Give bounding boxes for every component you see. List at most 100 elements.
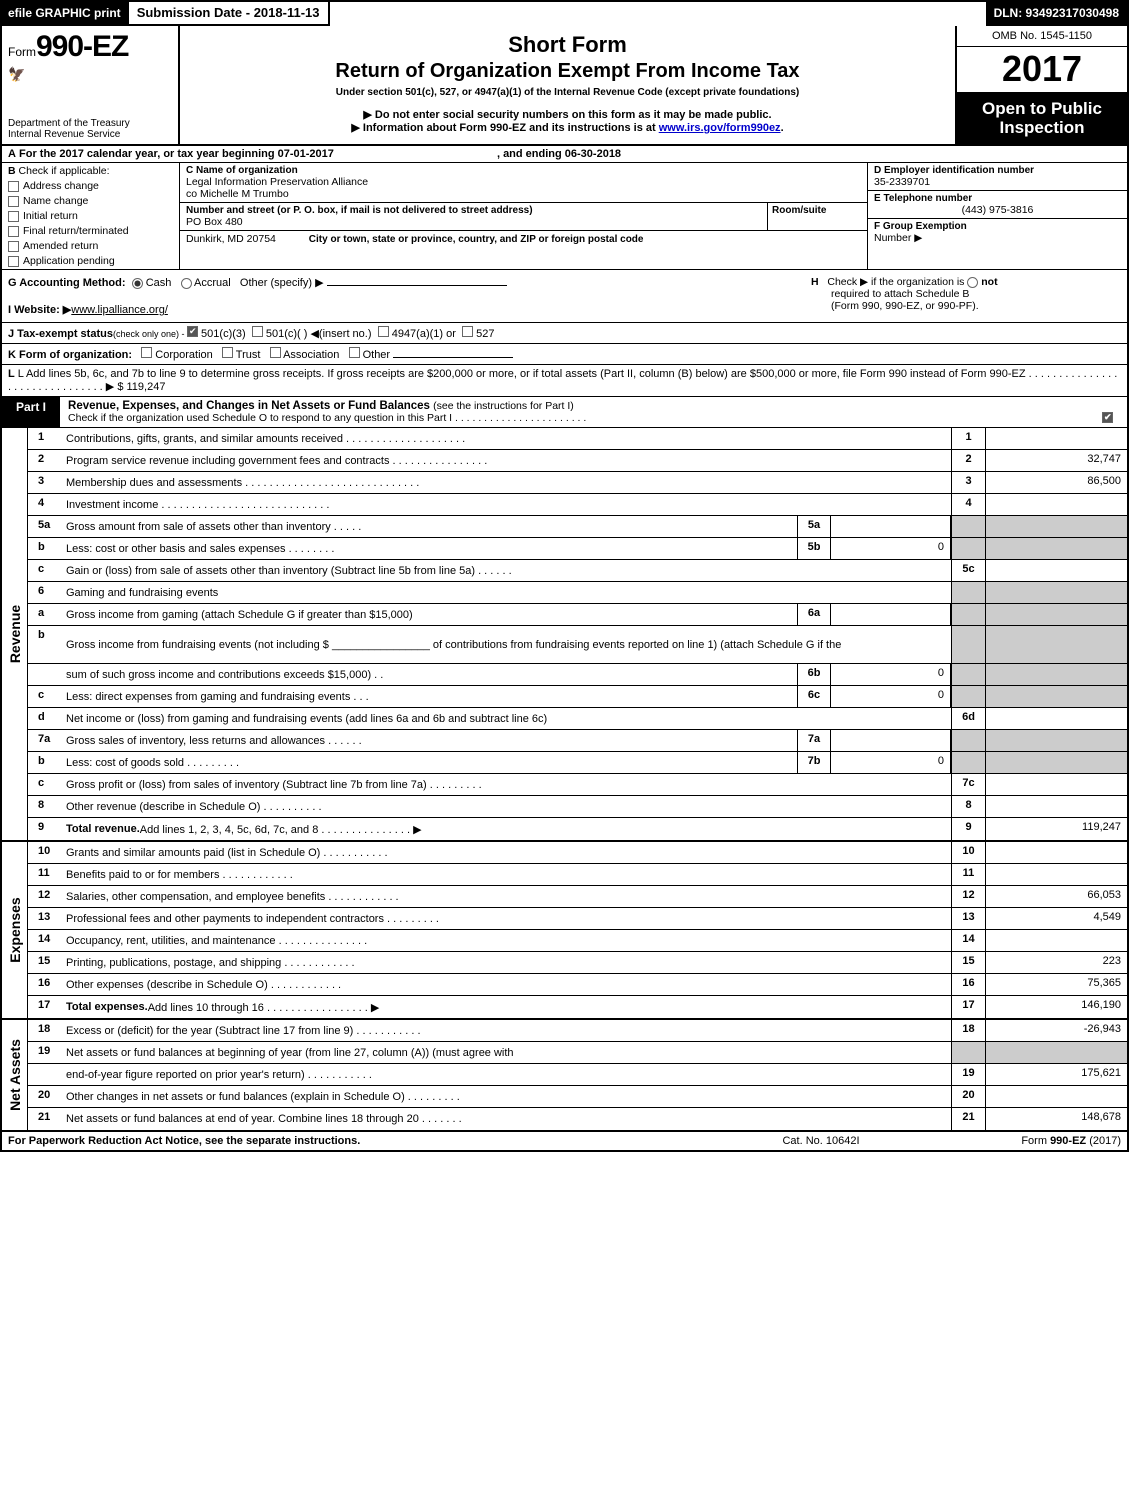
other-specify-input[interactable] bbox=[327, 285, 507, 286]
right-line-value bbox=[985, 842, 1127, 863]
form-line: cGross profit or (loss) from sales of in… bbox=[28, 774, 1127, 796]
net-assets-lines: 18Excess or (deficit) for the year (Subt… bbox=[28, 1020, 1127, 1130]
section-h: H Check ▶ if the organization is not req… bbox=[811, 276, 1121, 316]
line-description: Investment income . . . . . . . . . . . … bbox=[62, 494, 951, 515]
right-line-value bbox=[985, 1042, 1127, 1063]
right-line-value bbox=[985, 930, 1127, 951]
line-description: Other revenue (describe in Schedule O) .… bbox=[62, 796, 951, 817]
line-number: d bbox=[28, 708, 62, 729]
right-line-value bbox=[985, 774, 1127, 795]
form-line: 4Investment income . . . . . . . . . . .… bbox=[28, 494, 1127, 516]
website-link[interactable]: www.lipalliance.org/ bbox=[71, 304, 168, 316]
right-line-number bbox=[951, 664, 985, 685]
right-line-number bbox=[951, 626, 985, 663]
radio-h-check[interactable] bbox=[967, 277, 978, 288]
form-line: 7aGross sales of inventory, less returns… bbox=[28, 730, 1127, 752]
chk-initial-return[interactable]: Initial return bbox=[8, 210, 173, 222]
line-description: end-of-year figure reported on prior yea… bbox=[62, 1064, 951, 1085]
line-number bbox=[28, 664, 62, 685]
line-description: Occupancy, rent, utilities, and maintena… bbox=[62, 930, 951, 951]
right-line-number: 4 bbox=[951, 494, 985, 515]
line-description: Excess or (deficit) for the year (Subtra… bbox=[62, 1020, 951, 1041]
line-description: Program service revenue including govern… bbox=[62, 450, 951, 471]
checkbox-icon[interactable] bbox=[8, 211, 19, 222]
form-line: 16Other expenses (describe in Schedule O… bbox=[28, 974, 1127, 996]
checkbox-icon[interactable] bbox=[8, 256, 19, 267]
line-description: Gross income from gaming (attach Schedul… bbox=[62, 604, 797, 625]
right-line-number: 13 bbox=[951, 908, 985, 929]
right-line-value: 75,365 bbox=[985, 974, 1127, 995]
checkbox-icon[interactable] bbox=[8, 241, 19, 252]
part-1-header: Part I Revenue, Expenses, and Changes in… bbox=[2, 397, 1127, 428]
part-1-label: Part I bbox=[2, 397, 60, 427]
radio-accrual[interactable] bbox=[181, 278, 192, 289]
chk-501c3[interactable] bbox=[187, 326, 198, 337]
form-line: 17Total expenses. Add lines 10 through 1… bbox=[28, 996, 1127, 1018]
checkbox-icon[interactable] bbox=[8, 226, 19, 237]
header-left: Form990-EZ 🦅 Department of the Treasury … bbox=[2, 26, 180, 144]
catalog-number: Cat. No. 10642I bbox=[721, 1135, 921, 1147]
form-line: 10Grants and similar amounts paid (list … bbox=[28, 842, 1127, 864]
form-line: bGross income from fundraising events (n… bbox=[28, 626, 1127, 664]
form-line: 8Other revenue (describe in Schedule O) … bbox=[28, 796, 1127, 818]
mid-line-value: 0 bbox=[831, 752, 951, 773]
city-value: Dunkirk, MD 20754 bbox=[186, 233, 276, 245]
chk-trust[interactable] bbox=[222, 347, 233, 358]
checkbox-icon[interactable] bbox=[8, 181, 19, 192]
form-line: 2Program service revenue including gover… bbox=[28, 450, 1127, 472]
chk-name-change[interactable]: Name change bbox=[8, 195, 173, 207]
radio-cash[interactable] bbox=[132, 278, 143, 289]
form-no: 990-EZ bbox=[36, 30, 128, 63]
right-line-value bbox=[985, 582, 1127, 603]
irs-link[interactable]: www.irs.gov/form990ez bbox=[659, 122, 781, 134]
chk-501c[interactable] bbox=[252, 326, 263, 337]
and-ending: , and ending 06-30-2018 bbox=[497, 148, 621, 160]
chk-application-pending[interactable]: Application pending bbox=[8, 255, 173, 267]
line-number: a bbox=[28, 604, 62, 625]
right-line-number: 10 bbox=[951, 842, 985, 863]
other-org-input[interactable] bbox=[393, 357, 513, 358]
chk-association[interactable] bbox=[270, 347, 281, 358]
chk-address-change[interactable]: Address change bbox=[8, 180, 173, 192]
right-line-number bbox=[951, 538, 985, 559]
right-line-number bbox=[951, 516, 985, 537]
line-description: Net income or (loss) from gaming and fun… bbox=[62, 708, 951, 729]
org-name-1: Legal Information Preservation Alliance bbox=[186, 176, 861, 188]
title-return: Return of Organization Exempt From Incom… bbox=[190, 60, 945, 83]
form-prefix: Form bbox=[8, 45, 36, 59]
line-description: Gain or (loss) from sale of assets other… bbox=[62, 560, 951, 581]
section-d-e-f: D Employer identification number 35-2339… bbox=[867, 163, 1127, 269]
chk-corporation[interactable] bbox=[141, 347, 152, 358]
right-line-value bbox=[985, 864, 1127, 885]
line-number: b bbox=[28, 626, 62, 663]
form-line: 6Gaming and fundraising events bbox=[28, 582, 1127, 604]
chk-527[interactable] bbox=[462, 326, 473, 337]
mid-line-number: 5b bbox=[797, 538, 831, 559]
right-line-value bbox=[985, 796, 1127, 817]
section-b: B Check if applicable: Address change Na… bbox=[2, 163, 180, 269]
chk-4947[interactable] bbox=[378, 326, 389, 337]
label-b: B bbox=[8, 165, 16, 177]
group-exemption-cell: F Group Exemption Number ▶ bbox=[868, 219, 1127, 269]
line-number: c bbox=[28, 560, 62, 581]
right-line-number: 3 bbox=[951, 472, 985, 493]
top-strip: efile GRAPHIC print Submission Date - 20… bbox=[2, 2, 1127, 26]
right-line-number: 17 bbox=[951, 996, 985, 1018]
chk-schedule-o[interactable] bbox=[1102, 412, 1113, 423]
line-number: 1 bbox=[28, 428, 62, 449]
chk-amended-return[interactable]: Amended return bbox=[8, 240, 173, 252]
mid-line-value bbox=[831, 516, 951, 537]
right-line-value bbox=[985, 626, 1127, 663]
right-line-value: 86,500 bbox=[985, 472, 1127, 493]
line-description: Less: cost of goods sold . . . . . . . .… bbox=[62, 752, 797, 773]
phone-cell: E Telephone number (443) 975-3816 bbox=[868, 191, 1127, 219]
form-number: Form990-EZ 🦅 bbox=[8, 30, 172, 83]
chk-final-return[interactable]: Final return/terminated bbox=[8, 225, 173, 237]
expenses-side-label: Expenses bbox=[2, 842, 28, 1018]
right-line-value: 66,053 bbox=[985, 886, 1127, 907]
right-line-number: 9 bbox=[951, 818, 985, 840]
line-description: Printing, publications, postage, and shi… bbox=[62, 952, 951, 973]
checkbox-icon[interactable] bbox=[8, 196, 19, 207]
chk-other-org[interactable] bbox=[349, 347, 360, 358]
row-l: L L Add lines 5b, 6c, and 7b to line 9 t… bbox=[2, 365, 1127, 397]
